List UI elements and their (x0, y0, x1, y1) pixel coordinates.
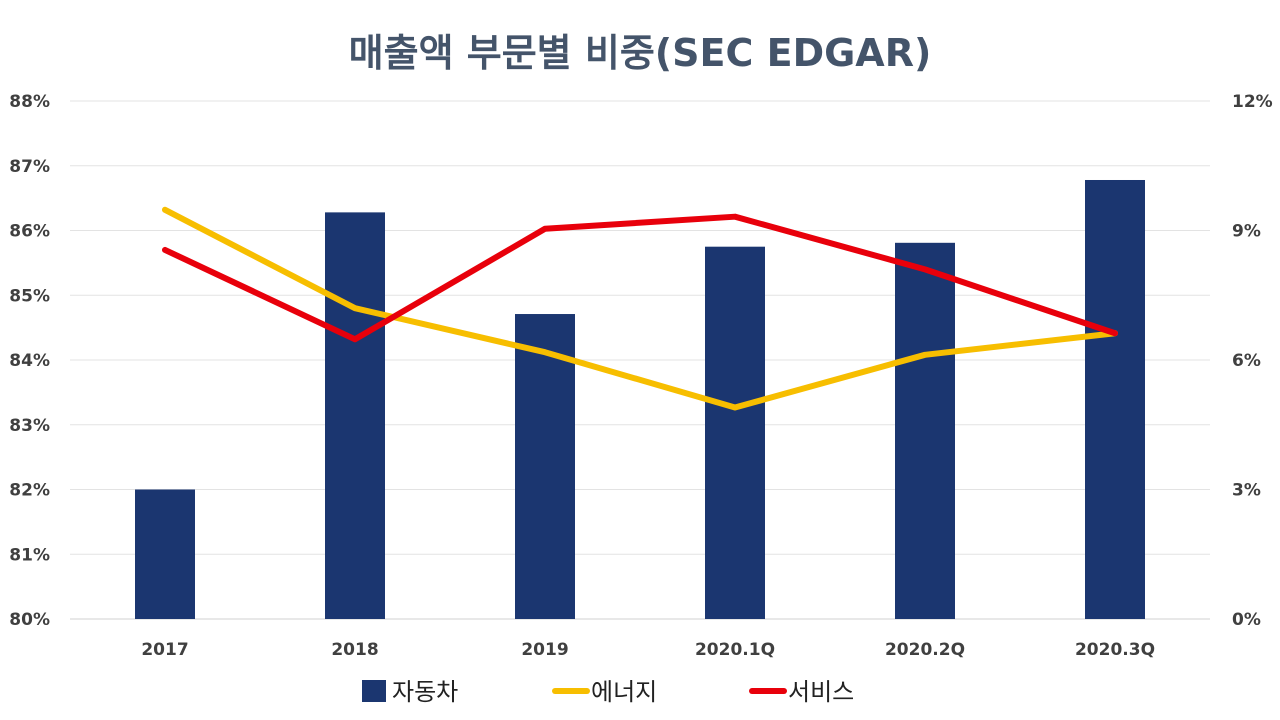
right-axis-tick-label: 12% (1232, 92, 1273, 112)
line-서비스 (162, 213, 1118, 343)
bar-자동차 (135, 489, 195, 619)
category-label: 2019 (521, 640, 568, 660)
left-axis-tick-label: 86% (9, 222, 50, 242)
category-axis-labels: 2017 2018 2019 2020.1Q 2020.2Q 2020.3Q (141, 640, 1155, 660)
bar-자동차 (705, 246, 765, 619)
bar-자동차 (1085, 179, 1145, 619)
category-label: 2020.3Q (1075, 640, 1155, 660)
bar-자동차 (895, 242, 955, 620)
right-axis-ticks: 0% 3% 6% 9% 12% (1232, 92, 1273, 630)
legend: 자동차 에너지 서비스 (362, 678, 854, 706)
gridlines (70, 100, 1210, 620)
category-label: 2020.2Q (885, 640, 965, 660)
bar-자동차 (325, 212, 385, 619)
left-axis-tick-label: 88% (9, 92, 50, 112)
left-axis-ticks: 80% 81% 82% 83% 84% 85% 86% 87% 88% (9, 92, 50, 630)
left-axis-tick-label: 85% (9, 286, 50, 306)
bar-자동차 (515, 314, 575, 619)
legend-swatch-bar (362, 680, 386, 702)
legend-label: 서비스 (788, 678, 854, 706)
left-axis-tick-label: 82% (9, 481, 50, 501)
left-axis-tick-label: 80% (9, 610, 50, 630)
left-axis-tick-label: 87% (9, 157, 50, 177)
right-axis-tick-label: 0% (1232, 610, 1261, 630)
left-axis-tick-label: 81% (9, 545, 50, 565)
bar-series (135, 179, 1145, 620)
left-axis-tick-label: 83% (9, 416, 50, 436)
category-label: 2018 (331, 640, 378, 660)
line-series (162, 206, 1118, 411)
right-axis-tick-label: 3% (1232, 481, 1261, 501)
legend-label: 자동차 (392, 678, 458, 706)
chart-title: 매출액 부문별 비중(SEC EDGAR) (348, 31, 932, 75)
category-label: 2017 (141, 640, 188, 660)
legend-label: 에너지 (591, 678, 657, 706)
right-axis-tick-label: 9% (1232, 222, 1261, 242)
line-에너지 (162, 206, 1118, 411)
left-axis-tick-label: 84% (9, 351, 50, 371)
right-axis-tick-label: 6% (1232, 351, 1261, 371)
category-label: 2020.1Q (695, 640, 775, 660)
